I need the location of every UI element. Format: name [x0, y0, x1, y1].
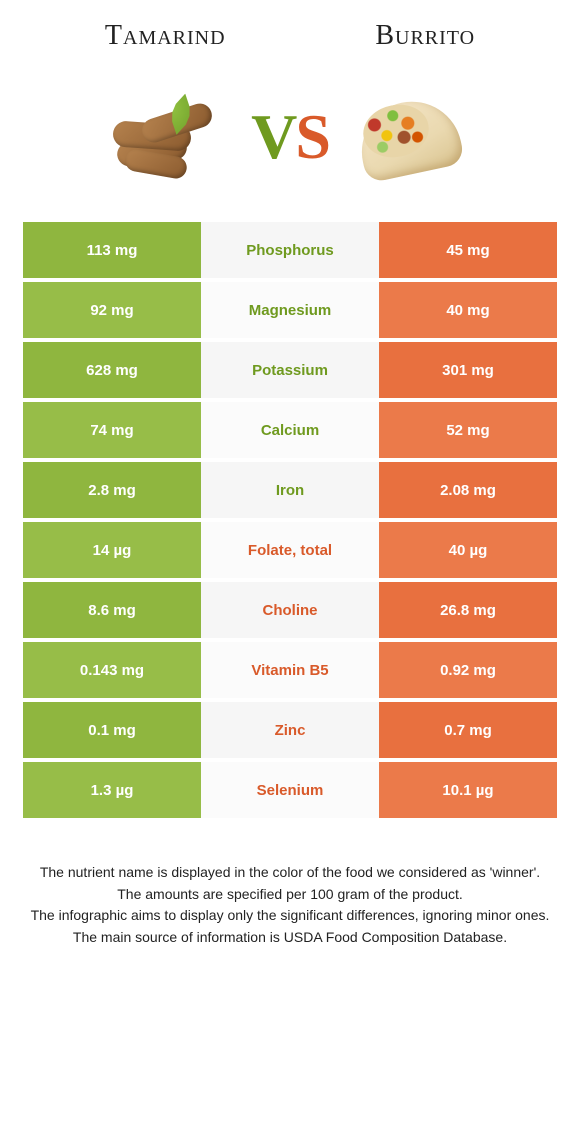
- table-row: 14 µgFolate, total40 µg: [23, 522, 557, 578]
- right-value-cell: 0.7 mg: [379, 702, 557, 758]
- vs-row: VS: [0, 62, 580, 222]
- nutrient-name-cell: Choline: [201, 582, 379, 638]
- nutrient-name-cell: Selenium: [201, 762, 379, 818]
- right-value-cell: 2.08 mg: [379, 462, 557, 518]
- tamarind-image: [111, 87, 231, 187]
- burrito-image: [349, 87, 469, 187]
- right-value-cell: 52 mg: [379, 402, 557, 458]
- nutrient-name-cell: Magnesium: [201, 282, 379, 338]
- left-value-cell: 0.1 mg: [23, 702, 201, 758]
- table-row: 0.143 mgVitamin B50.92 mg: [23, 642, 557, 698]
- right-value-cell: 301 mg: [379, 342, 557, 398]
- right-value-cell: 40 mg: [379, 282, 557, 338]
- table-row: 1.3 µgSelenium10.1 µg: [23, 762, 557, 818]
- nutrient-name-cell: Potassium: [201, 342, 379, 398]
- table-row: 628 mgPotassium301 mg: [23, 342, 557, 398]
- left-value-cell: 74 mg: [23, 402, 201, 458]
- left-value-cell: 0.143 mg: [23, 642, 201, 698]
- left-value-cell: 628 mg: [23, 342, 201, 398]
- nutrient-name-cell: Phosphorus: [201, 222, 379, 278]
- left-value-cell: 2.8 mg: [23, 462, 201, 518]
- table-row: 8.6 mgCholine26.8 mg: [23, 582, 557, 638]
- footer-line: The main source of information is USDA F…: [30, 927, 550, 949]
- nutrient-name-cell: Zinc: [201, 702, 379, 758]
- right-value-cell: 10.1 µg: [379, 762, 557, 818]
- table-row: 0.1 mgZinc0.7 mg: [23, 702, 557, 758]
- right-value-cell: 45 mg: [379, 222, 557, 278]
- footer-line: The nutrient name is displayed in the co…: [30, 862, 550, 884]
- nutrient-name-cell: Folate, total: [201, 522, 379, 578]
- nutrient-table: 113 mgPhosphorus45 mg92 mgMagnesium40 mg…: [23, 222, 557, 818]
- right-value-cell: 26.8 mg: [379, 582, 557, 638]
- left-value-cell: 14 µg: [23, 522, 201, 578]
- nutrient-name-cell: Iron: [201, 462, 379, 518]
- footer-line: The amounts are specified per 100 gram o…: [30, 884, 550, 906]
- table-row: 113 mgPhosphorus45 mg: [23, 222, 557, 278]
- nutrient-name-cell: Calcium: [201, 402, 379, 458]
- left-value-cell: 113 mg: [23, 222, 201, 278]
- vs-v: V: [251, 105, 295, 169]
- left-value-cell: 8.6 mg: [23, 582, 201, 638]
- table-row: 92 mgMagnesium40 mg: [23, 282, 557, 338]
- vs-label: VS: [251, 105, 329, 169]
- right-value-cell: 0.92 mg: [379, 642, 557, 698]
- footer-notes: The nutrient name is displayed in the co…: [0, 822, 580, 969]
- table-row: 74 mgCalcium52 mg: [23, 402, 557, 458]
- right-food-title: Burrito: [375, 20, 475, 52]
- header: Tamarind Burrito: [0, 0, 580, 62]
- left-value-cell: 92 mg: [23, 282, 201, 338]
- vs-s: S: [295, 105, 329, 169]
- left-food-title: Tamarind: [105, 20, 226, 52]
- nutrient-name-cell: Vitamin B5: [201, 642, 379, 698]
- left-value-cell: 1.3 µg: [23, 762, 201, 818]
- footer-line: The infographic aims to display only the…: [30, 905, 550, 927]
- table-row: 2.8 mgIron2.08 mg: [23, 462, 557, 518]
- right-value-cell: 40 µg: [379, 522, 557, 578]
